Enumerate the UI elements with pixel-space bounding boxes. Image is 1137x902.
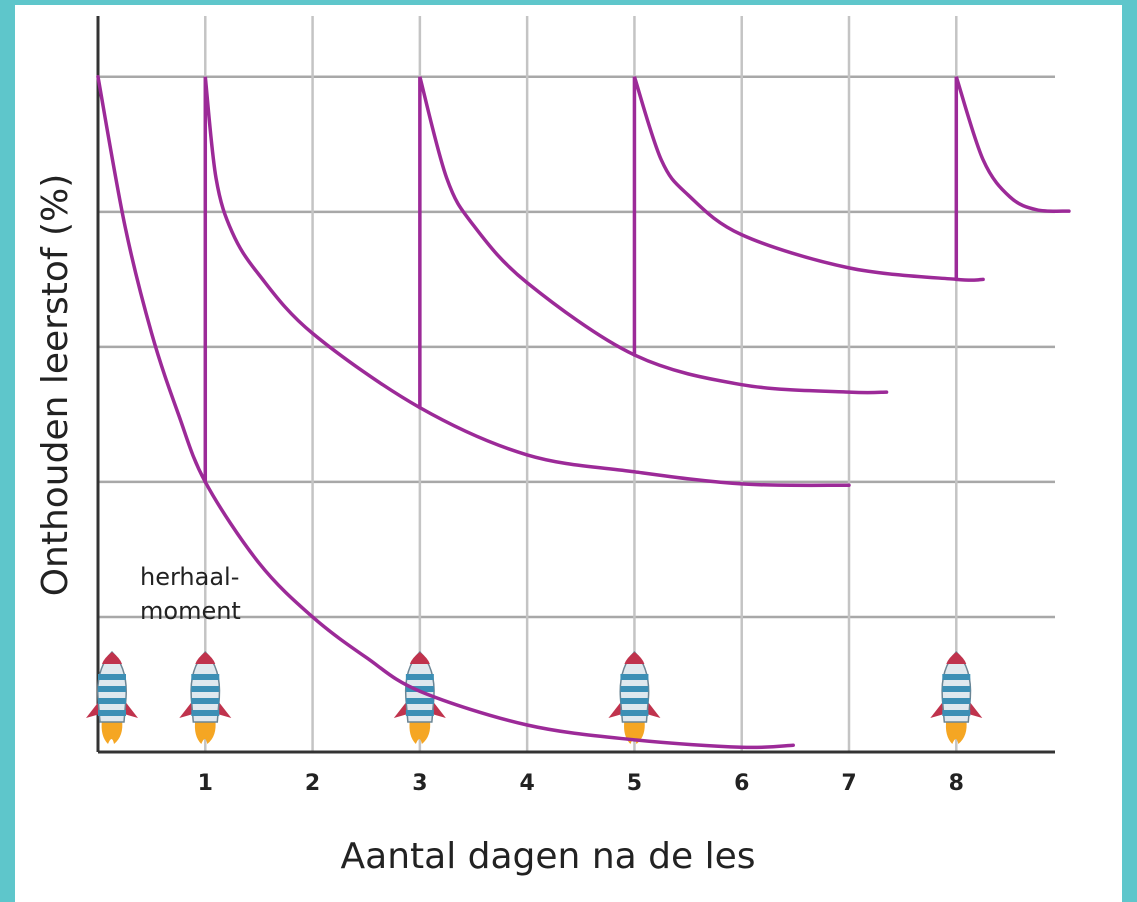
rocket-stripe: [620, 686, 649, 692]
rocket-stripe: [620, 674, 649, 680]
rocket-fin: [179, 700, 194, 718]
rocket-fin: [646, 700, 661, 718]
y-axis-title: Onthouden leerstof (%): [35, 174, 76, 597]
annotation: moment: [140, 597, 241, 625]
rocket-stripe: [405, 674, 434, 680]
chart: 1 2 3 4 5 6 7 8 Aantal dagen na de les Onthouden …: [35, 16, 1071, 877]
rocket-stripe: [98, 698, 126, 704]
rocket-stripe: [942, 686, 971, 692]
rocket-stripe: [405, 686, 434, 692]
x-tick-label: 5: [627, 771, 642, 796]
rocket: [179, 650, 232, 744]
rocket-stripe: [98, 674, 126, 680]
rocket-stripe: [191, 698, 220, 704]
rocket-fin: [968, 700, 983, 718]
curve: [96, 75, 795, 750]
x-tick-label: 6: [734, 771, 749, 796]
rocket-tip: [624, 652, 645, 664]
curve: [418, 76, 889, 410]
rocket-fin: [393, 700, 408, 718]
x-tick-label: 3: [412, 771, 427, 796]
rocket-flame: [194, 720, 216, 744]
rocket-stripe: [98, 686, 126, 692]
annotation: herhaal-: [140, 563, 239, 591]
rocket-stripe: [191, 710, 220, 716]
rocket-stripe: [191, 686, 220, 692]
rocket: [930, 650, 983, 744]
rocket: [608, 650, 661, 744]
rocket-fin: [124, 700, 138, 718]
rocket-fin: [608, 700, 623, 718]
curve: [954, 76, 1071, 282]
rocket-fin: [217, 700, 232, 718]
curve: [203, 76, 851, 488]
rocket-flame: [945, 720, 967, 744]
rocket-stripe: [98, 710, 126, 716]
rocket-stripe: [942, 698, 971, 704]
rocket-flame: [101, 720, 123, 744]
rocket-tip: [195, 652, 216, 664]
rocket-stripe: [942, 710, 971, 716]
x-tick-label: 4: [519, 771, 534, 796]
rocket-fin: [431, 700, 446, 718]
rocket-tip: [409, 652, 430, 664]
rocket-stripe: [942, 674, 971, 680]
rocket: [393, 650, 446, 744]
rocket-stripe: [405, 698, 434, 704]
frame: 1 2 3 4 5 6 7 8 Aantal dagen na de les Onthouden …: [15, 5, 1122, 902]
rocket-stripe: [620, 710, 649, 716]
rocket-stripe: [620, 698, 649, 704]
rocket-fin: [930, 700, 945, 718]
rocket-flame: [409, 720, 431, 744]
x-axis-title: Aantal dagen na de les: [341, 836, 756, 877]
x-tick-label: 7: [841, 771, 856, 796]
x-tick-label: 1: [198, 771, 213, 796]
rocket-tip: [946, 652, 967, 664]
rocket: [86, 650, 138, 744]
curve: [632, 76, 985, 357]
rocket-fin: [86, 700, 100, 718]
rocket-tip: [102, 652, 122, 664]
x-tick-label: 2: [305, 771, 320, 796]
rocket-stripe: [191, 674, 220, 680]
rocket-stripe: [405, 710, 434, 716]
x-tick-label: 8: [949, 771, 964, 796]
